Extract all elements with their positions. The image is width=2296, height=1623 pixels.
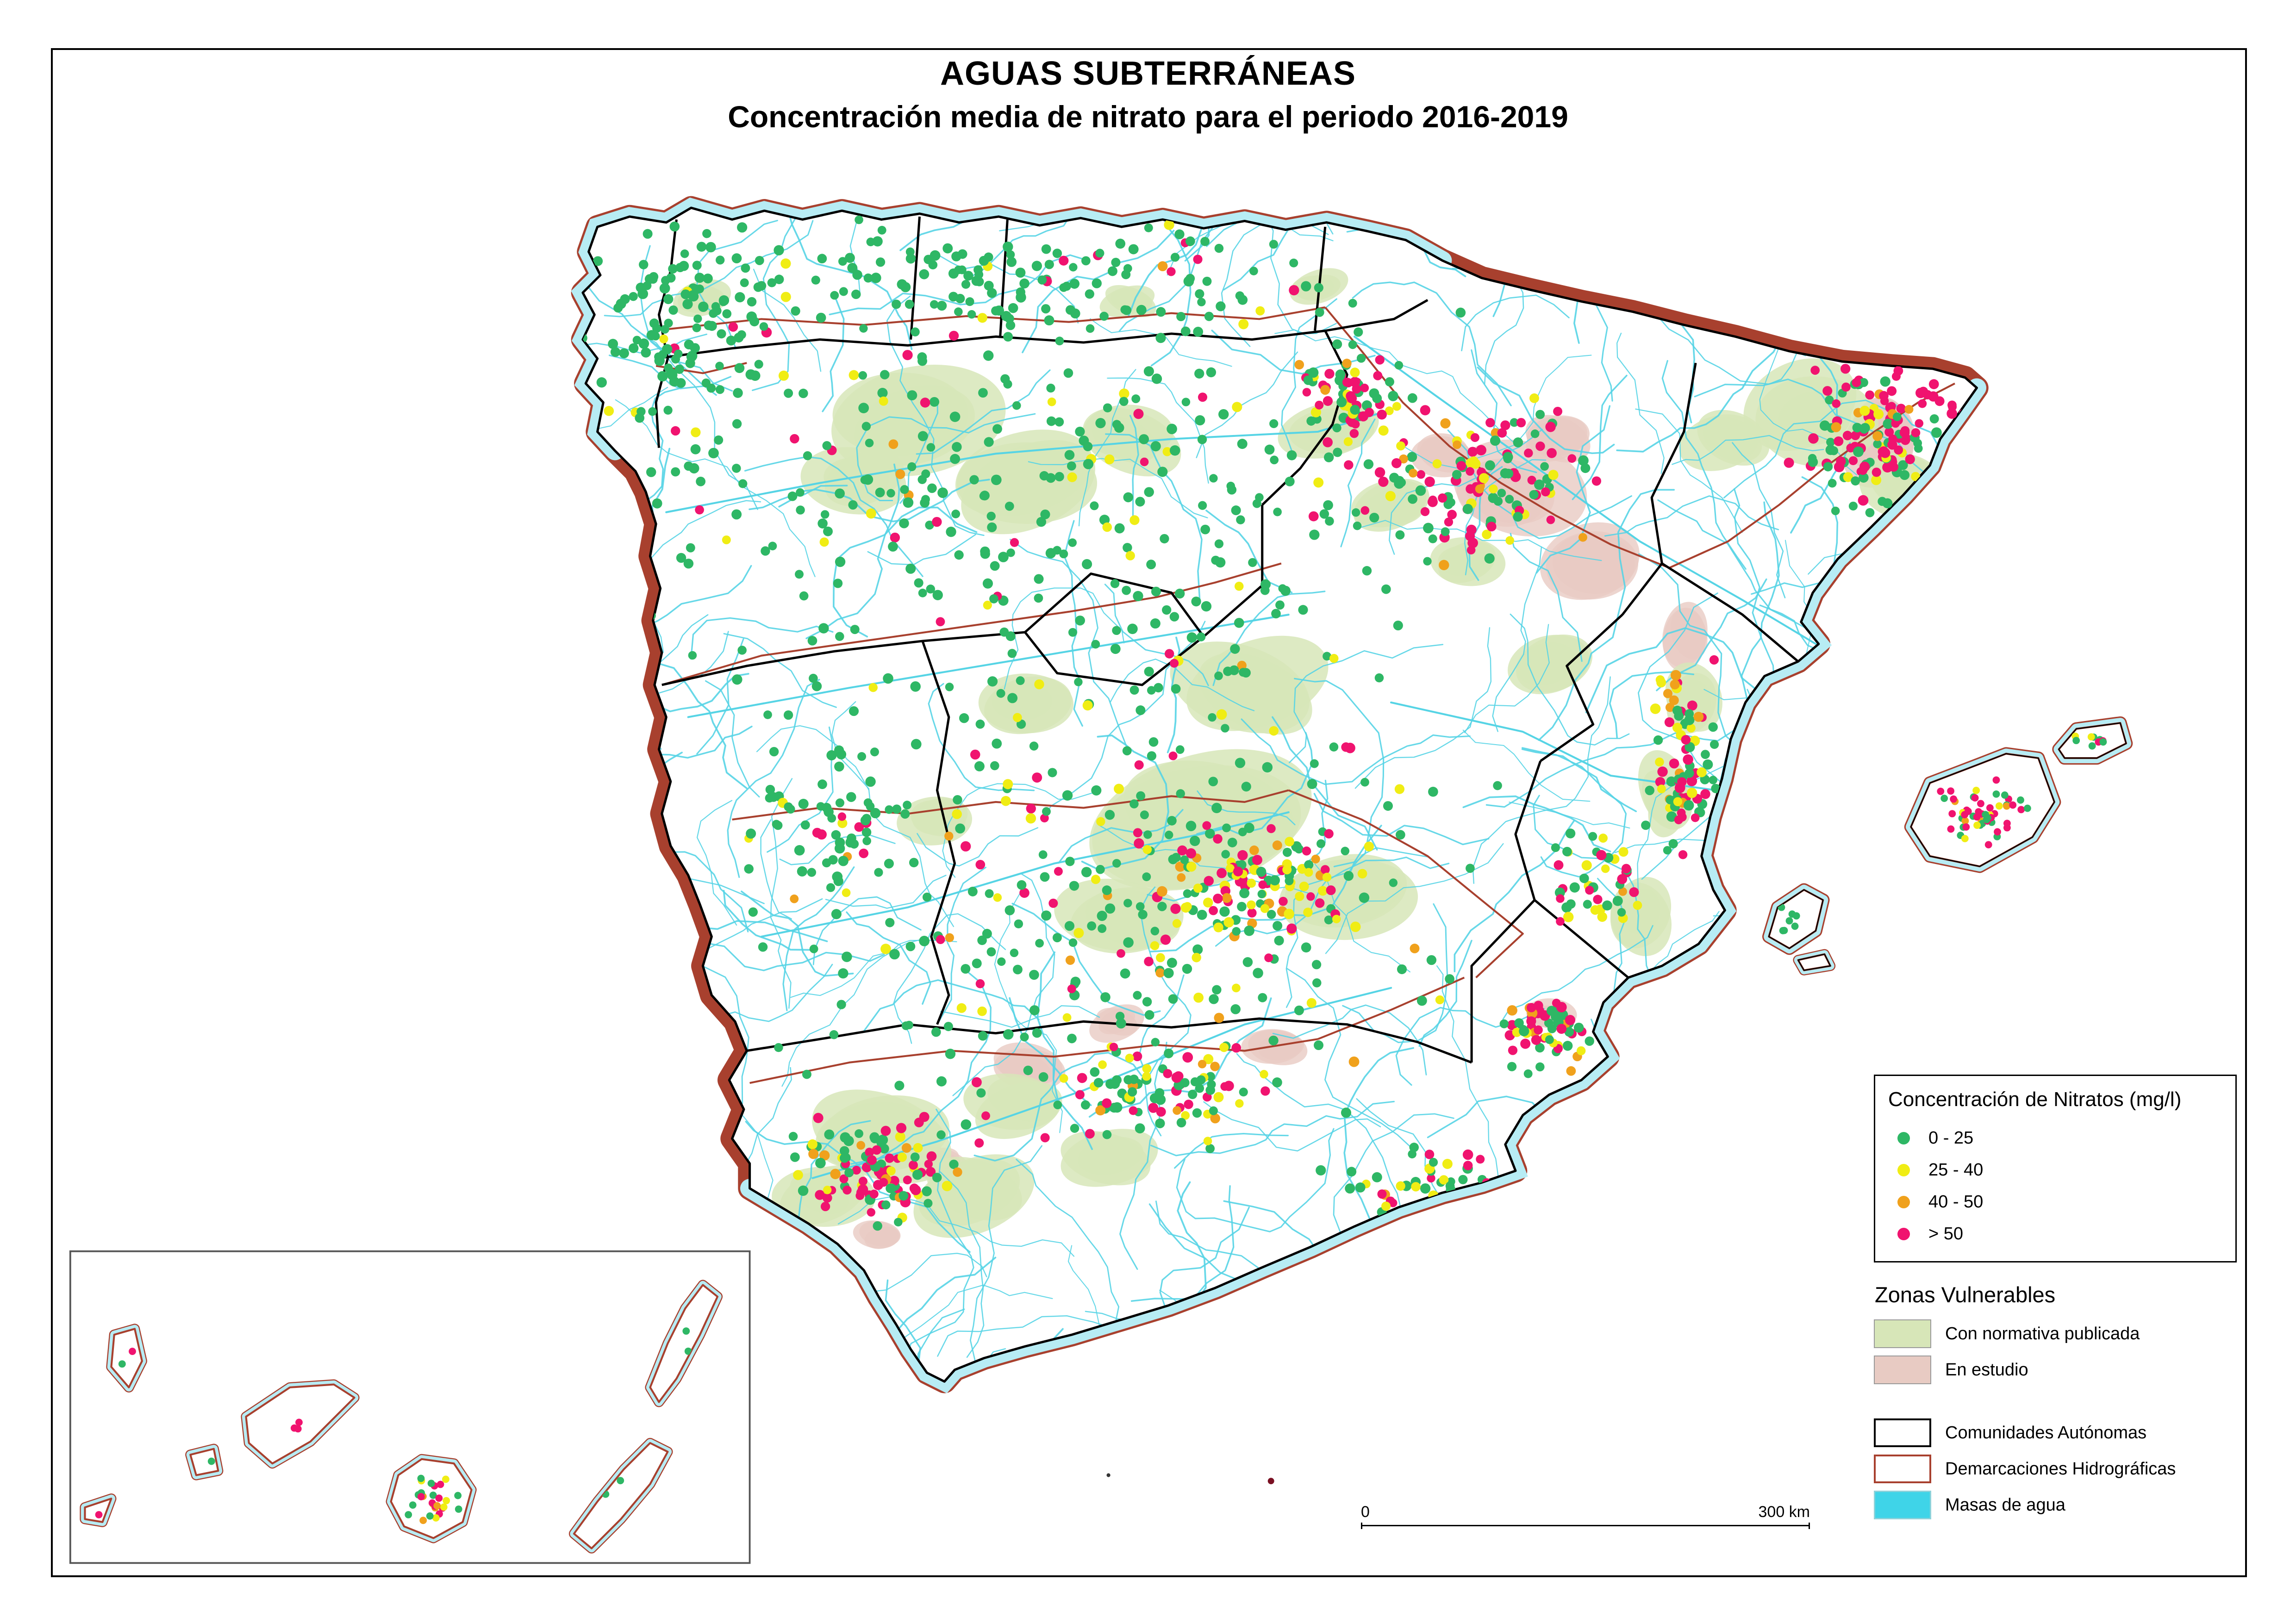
island-grancanaria (390, 1458, 473, 1539)
nitrate-dots-menorca (2071, 733, 2107, 750)
nitrate-dots-tenerife (290, 1418, 303, 1433)
island-elhierro (84, 1498, 112, 1523)
nitrate-dots-lagomera (207, 1457, 215, 1465)
layer-communities-label: Comunidades Autónomas (1945, 1423, 2147, 1443)
scale-labels: 0 300 km (1361, 1503, 1810, 1521)
zone-published-item: Con normativa publicada (1874, 1319, 2237, 1348)
nitrate-dots-lapalma (118, 1348, 136, 1368)
layer-water-label: Masas de agua (1945, 1495, 2065, 1515)
layer-water-item: Masas de agua (1874, 1491, 2237, 1519)
class-0-25-dot (1897, 1132, 1910, 1144)
nitrate-dots-fuerteventura (602, 1477, 624, 1498)
legend-item-0-25: 0 - 25 (1888, 1122, 2222, 1154)
scale-end-label: 300 km (1758, 1503, 1810, 1521)
island-mallorca (1910, 752, 2056, 868)
zone-published-swatch (1874, 1319, 1931, 1348)
legend-item-25-40: 25 - 40 (1888, 1154, 2222, 1186)
nitrate-dots-grancanaria (405, 1474, 462, 1524)
island-lanzarote (649, 1284, 719, 1403)
layer-communities-item: Comunidades Autónomas (1874, 1418, 2237, 1447)
layer-basins-label: Demarcaciones Hidrográficas (1945, 1459, 2176, 1479)
nitrate-dots-elhierro (95, 1511, 103, 1518)
nitrate-dots-layer (582, 208, 1975, 1231)
class-gt50-dot (1897, 1228, 1910, 1240)
scale-start-label: 0 (1361, 1503, 1370, 1521)
community-borders-layer (655, 216, 1799, 1064)
legend: Concentración de Nitratos (mg/l) 0 - 25 … (1874, 1075, 2237, 1527)
zone-study-label: En estudio (1945, 1360, 2028, 1380)
layer-basins-item: Demarcaciones Hidrográficas (1874, 1455, 2237, 1483)
coastline (581, 206, 1978, 1383)
zone-study-swatch (1874, 1356, 1931, 1384)
scale-line (1361, 1523, 1810, 1533)
island-lapalma (110, 1328, 143, 1388)
map-header: AGUAS SUBTERRÁNEAS Concentración media d… (0, 55, 2296, 134)
class-gt50-label: > 50 (1928, 1224, 1964, 1244)
page-title: AGUAS SUBTERRÁNEAS (940, 55, 1356, 92)
legend-item-gt50: > 50 (1888, 1218, 2222, 1250)
nitrate-legend-box: Concentración de Nitratos (mg/l) 0 - 25 … (1874, 1075, 2237, 1262)
legend-item-40-50: 40 - 50 (1888, 1186, 2222, 1218)
nitrate-dots-mallorca (1937, 776, 2031, 849)
layer-basins-swatch (1874, 1455, 1931, 1483)
class-0-25-label: 0 - 25 (1928, 1128, 1974, 1148)
nitrate-legend-title: Concentración de Nitratos (mg/l) (1888, 1088, 2182, 1111)
alboran-speck (1267, 1478, 1274, 1485)
page-subtitle: Concentración media de nitrato para el p… (728, 99, 1568, 134)
class-40-50-label: 40 - 50 (1928, 1192, 1984, 1212)
vulnerable-zones-title: Zonas Vulnerables (1875, 1282, 2056, 1307)
layer-communities-swatch (1874, 1418, 1931, 1447)
class-25-40-label: 25 - 40 (1928, 1160, 1984, 1180)
offshore-speck (1106, 1473, 1111, 1477)
layer-water-swatch (1874, 1491, 1931, 1519)
island-lagomera (189, 1448, 219, 1476)
scale-bar: 0 300 km (1361, 1503, 1810, 1533)
zone-study-item: En estudio (1874, 1356, 2237, 1384)
class-25-40-dot (1897, 1164, 1910, 1176)
legend-spacer (1874, 1392, 2237, 1418)
islands-layer (80, 716, 2133, 1554)
zone-published-label: Con normativa publicada (1945, 1324, 2140, 1343)
class-40-50-dot (1897, 1196, 1910, 1208)
nitrate-dots-lanzarote (682, 1327, 692, 1355)
basin-borders-layer (655, 306, 1955, 1084)
